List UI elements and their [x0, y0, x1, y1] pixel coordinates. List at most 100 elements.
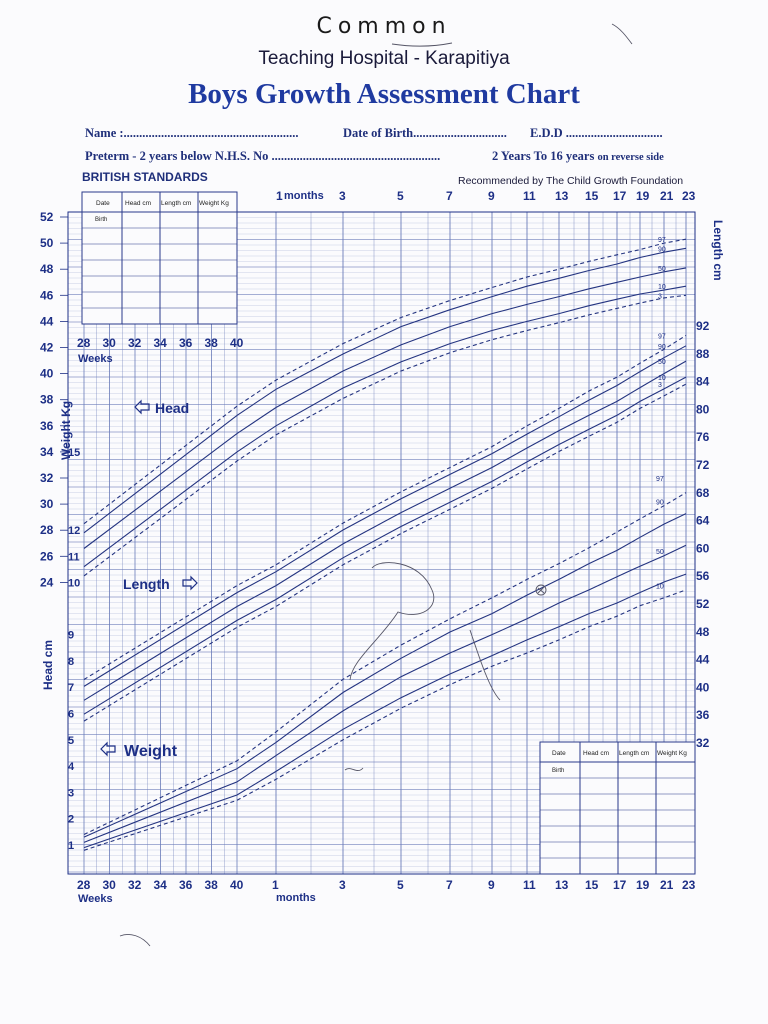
table-bottom-h1: Head cm	[583, 750, 609, 757]
month-tick-bottom: 23	[682, 878, 696, 892]
weight-tick: 5	[68, 735, 74, 747]
months-label-bottom: months	[276, 892, 316, 904]
length-tick: 52	[696, 597, 710, 611]
length-tick: 76	[696, 430, 710, 444]
head-tick: 40	[40, 367, 54, 381]
length-centile-3	[83, 383, 687, 722]
head-tick: 34	[40, 445, 54, 459]
weight-axis-title: Weight Kg	[59, 401, 73, 460]
table-bottom-h2: Length cm	[619, 750, 649, 757]
week-tick-top: 36	[179, 336, 193, 350]
record-table-bottom: Date Head cm Length cm Weight Kg Birth	[539, 741, 696, 875]
head-centile-90	[83, 247, 687, 534]
weight-centile-tag: 10	[656, 584, 664, 591]
weight-centile-90	[83, 513, 687, 838]
month-tick-top: 19	[636, 189, 650, 203]
month-tick-top: 3	[339, 189, 346, 203]
table-top-h0: Date	[96, 200, 110, 207]
head-axis-title: Head cm	[41, 640, 55, 690]
week-tick-bottom: 28	[77, 878, 91, 892]
week-tick-bottom: 34	[154, 878, 168, 892]
head-tick: 52	[40, 210, 54, 224]
length-tick: 32	[696, 736, 710, 750]
arrow-right-icon	[182, 575, 198, 591]
week-tick-bottom: 32	[128, 878, 142, 892]
week-tick-top: 38	[205, 336, 219, 350]
head-centile-tag: 10	[658, 284, 666, 291]
week-tick-top: 32	[128, 336, 142, 350]
hospital-name: Teaching Hospital - Karapitiya	[258, 48, 510, 69]
length-tick: 92	[696, 319, 710, 333]
weight-centile-97	[83, 492, 687, 835]
month-tick-top: 21	[660, 189, 674, 203]
weight-centile-tag: 50	[656, 549, 664, 556]
head-tick: 48	[40, 262, 54, 276]
weight-centile-10	[83, 573, 687, 849]
british-standards: BRITISH STANDARDS	[82, 170, 208, 184]
length-centile-97	[83, 334, 687, 680]
weight-label: Weight	[100, 741, 178, 760]
months-label-top: months	[284, 190, 324, 202]
week-tick-bottom: 36	[179, 878, 193, 892]
weight-tick: 8	[68, 656, 74, 668]
weight-centile-3	[83, 589, 687, 851]
week-tick-bottom: 38	[205, 878, 219, 892]
head-tick: 32	[40, 471, 54, 485]
head-tick: 36	[40, 419, 54, 433]
length-centile-50	[83, 360, 687, 701]
head-centile-3	[83, 294, 687, 577]
table-top-h3: Weight Kg	[199, 200, 229, 207]
month-tick-bottom: 17	[613, 878, 627, 892]
length-centile-10	[83, 376, 687, 715]
month-tick-bottom: 13	[555, 878, 569, 892]
month-tick-bottom: 7	[446, 878, 453, 892]
length-tick: 80	[696, 402, 710, 416]
reverse-range: 2 Years To 16 years	[492, 149, 595, 163]
record-table-top: Date Head cm Length cm Weight Kg Birth	[81, 191, 238, 325]
month-tick-bottom: 1	[272, 878, 279, 892]
month-tick-bottom: 5	[397, 878, 404, 892]
head-centile-10	[83, 285, 687, 568]
length-tick: 36	[696, 708, 710, 722]
length-centile-tag: 3	[658, 382, 662, 389]
weight-tick: 6	[68, 709, 74, 721]
arrow-left-icon	[134, 399, 150, 415]
weight-tick: 10	[68, 577, 80, 589]
head-centile-tag: 97	[658, 237, 666, 244]
weight-tick: 9	[68, 630, 74, 642]
weight-centile-tag: 97	[656, 476, 664, 483]
table-bottom-birth: Birth	[552, 768, 564, 774]
length-tick: 56	[696, 569, 710, 583]
length-centile-tag: 50	[658, 359, 666, 366]
pencil-scribbles	[119, 23, 633, 947]
length-tick: 88	[696, 347, 710, 361]
dob-field: Date of Birth...........................…	[343, 126, 507, 140]
edd-field: E.D.D ...............................	[530, 126, 663, 140]
handwritten-note: Common	[316, 14, 452, 39]
chart-frame	[67, 211, 696, 875]
week-tick-top: 34	[154, 336, 168, 350]
weight-tick: 2	[68, 814, 74, 826]
length-tick: 60	[696, 541, 710, 555]
length-tick: 64	[696, 514, 710, 528]
week-tick-top: 40	[230, 336, 244, 350]
month-tick-top: 17	[613, 189, 627, 203]
length-label-text: Length	[123, 576, 170, 592]
month-tick-top: 15	[585, 189, 599, 203]
weight-tick: 7	[68, 682, 74, 694]
length-centile-tag: 97	[658, 333, 666, 340]
weight-tick: 12	[68, 525, 80, 537]
name-field: Name :..................................…	[85, 126, 299, 140]
chart-curves	[83, 238, 687, 851]
length-centile-90	[83, 345, 687, 687]
month-tick-top: 23	[682, 189, 696, 203]
arrow-left-icon	[100, 741, 116, 757]
length-tick: 72	[696, 458, 710, 472]
length-tick: 44	[696, 653, 710, 667]
weight-label-text: Weight	[124, 743, 178, 760]
table-bottom-h0: Date	[552, 750, 566, 757]
month-tick-top: 1	[276, 189, 283, 203]
head-tick: 42	[40, 341, 54, 355]
month-tick-bottom: 9	[488, 878, 495, 892]
table-top-birth: Birth	[95, 217, 107, 223]
